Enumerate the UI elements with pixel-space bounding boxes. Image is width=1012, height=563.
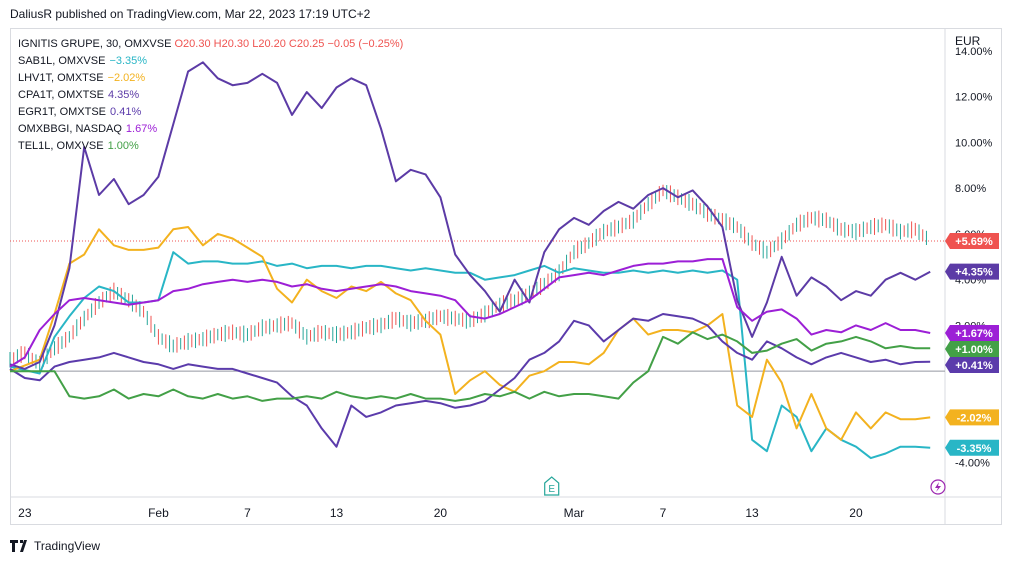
- series-line-lhv1t: [9, 226, 931, 441]
- y-tick-label: 14.00%: [955, 46, 993, 58]
- price-badge-lhv1t: -2.02%: [945, 409, 999, 426]
- legend-row-omxbbgi[interactable]: OMXBBGI, NASDAQ 1.67%: [18, 121, 403, 138]
- ohlc-change: −0.05 (−0.25%): [327, 38, 404, 50]
- footer-brand: TradingView: [10, 539, 100, 553]
- legend-symbol: CPA1T, OMXTSE: [18, 89, 104, 101]
- price-badge-label: +0.41%: [955, 360, 993, 372]
- legend-symbol: EGR1T, OMXTSE: [18, 106, 107, 118]
- price-badge-label: +1.67%: [955, 328, 993, 340]
- x-tick-label: 7: [660, 506, 667, 520]
- legend-value: −2.02%: [107, 72, 146, 84]
- x-tick-label: 7: [244, 506, 251, 520]
- series-line-omxbbgi: [9, 258, 931, 368]
- price-badge-cpa1t: +4.35%: [945, 263, 999, 280]
- legend-value: −3.35%: [109, 55, 148, 67]
- price-badge-sab1l: -3.35%: [945, 439, 999, 456]
- price-badge-label: +4.35%: [955, 267, 993, 279]
- price-badge-egr1t: +0.41%: [945, 356, 999, 373]
- series-line-cpa1t: [9, 61, 931, 370]
- currency-label: EUR: [955, 34, 981, 48]
- legend-value: 4.35%: [107, 89, 140, 101]
- earnings-marker-label: E: [548, 484, 555, 495]
- ohlc-close: C20.25: [288, 38, 325, 50]
- legend-symbol: LHV1T, OMXTSE: [18, 72, 104, 84]
- tradingview-logo-icon: [10, 540, 27, 552]
- dividend-flash-icon: [930, 479, 946, 495]
- legend-symbol: TEL1L, OMXVSE: [18, 140, 104, 152]
- y-tick-label: 8.00%: [955, 183, 986, 195]
- x-tick-label: Feb: [148, 506, 169, 520]
- publisher-caption: DaliusR published on TradingView.com, Ma…: [10, 7, 371, 21]
- legend-value: 1.67%: [125, 123, 158, 135]
- ohlc-open: O20.30: [174, 38, 211, 50]
- legend-value: 1.00%: [107, 140, 139, 152]
- main-symbol-label: IGNITIS GRUPE, 30, OMXVSE: [18, 38, 172, 50]
- series-bars-main: [9, 184, 927, 373]
- price-badge-tel1l: +1.00%: [945, 340, 999, 357]
- series-line-sab1l: [9, 251, 931, 460]
- x-tick-label: 13: [330, 506, 344, 520]
- price-badge-label: +1.00%: [955, 344, 993, 356]
- y-tick-label: -4.00%: [955, 458, 990, 470]
- x-tick-label: 23: [18, 506, 32, 520]
- price-badge-label: +5.69%: [955, 236, 993, 248]
- x-tick-label: 20: [849, 506, 863, 520]
- legend-row-sab1l[interactable]: SAB1L, OMXVSE −3.35%: [18, 53, 403, 70]
- x-tick-label: 20: [434, 506, 448, 520]
- legend-row-lhv1t[interactable]: LHV1T, OMXTSE −2.02%: [18, 70, 403, 87]
- series-line-tel1l: [10, 331, 931, 402]
- x-tick-label: 13: [745, 506, 759, 520]
- y-tick-label: 10.00%: [955, 137, 993, 149]
- y-tick-label: 12.00%: [955, 92, 993, 104]
- legend-row-egr1t[interactable]: EGR1T, OMXTSE 0.41%: [18, 104, 403, 121]
- price-badge-omxbbgi: +1.67%: [945, 324, 999, 341]
- earnings-marker-icon: E: [544, 476, 560, 496]
- legend-row-cpa1t[interactable]: CPA1T, OMXTSE 4.35%: [18, 87, 403, 104]
- price-badge-ignitis grupe: +5.69%: [945, 232, 999, 249]
- ohlc-low: L20.20: [252, 38, 286, 50]
- x-tick-label: Mar: [564, 506, 585, 520]
- ohlc-high: H20.30: [213, 38, 250, 50]
- footer-brand-label: TradingView: [34, 539, 101, 553]
- chart-frame[interactable]: [10, 28, 1002, 525]
- legend-symbol: SAB1L, OMXVSE: [18, 55, 106, 67]
- legend: IGNITIS GRUPE, 30, OMXVSE O20.30 H20.30 …: [18, 36, 403, 155]
- price-badge-label: -3.35%: [957, 443, 992, 455]
- legend-symbol: OMXBBGI, NASDAQ: [18, 123, 122, 135]
- legend-value: 0.41%: [110, 106, 142, 118]
- legend-row-tel1l[interactable]: TEL1L, OMXVSE 1.00%: [18, 138, 403, 155]
- main-symbol-row[interactable]: IGNITIS GRUPE, 30, OMXVSE O20.30 H20.30 …: [18, 36, 403, 53]
- price-badge-label: -2.02%: [957, 412, 992, 424]
